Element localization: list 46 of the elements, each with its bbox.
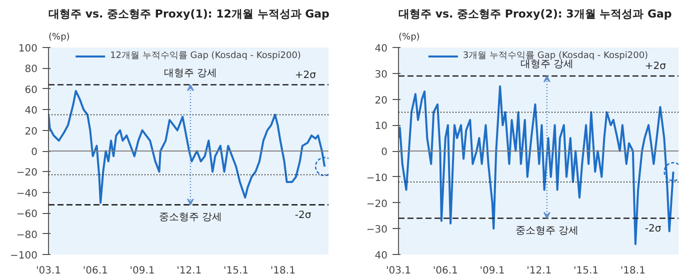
x-tick-label: '18.1 xyxy=(620,266,646,276)
y-axis-title: (%p) xyxy=(48,32,70,42)
annotation: 중소형주 강세 xyxy=(158,212,222,223)
x-tick-label: '15.1 xyxy=(574,266,599,276)
x-tick-label: '06.1 xyxy=(82,266,108,276)
y-tick-label: −60 xyxy=(16,209,38,220)
annotation: 대형주 강세 xyxy=(520,58,574,70)
x-tick-label: '09.1 xyxy=(130,266,155,276)
x-tick-label: '03.1 xyxy=(36,266,62,276)
x-tick-label: '18.1 xyxy=(270,266,296,276)
y-tick-label: 0 xyxy=(31,147,38,158)
x-tick-label: '06.1 xyxy=(432,266,458,276)
ref-line-label: -2σ xyxy=(644,223,662,234)
annotation: 중소형주 강세 xyxy=(515,225,579,236)
chart-title: 대형주 vs. 중소형주 Proxy(1): 12개월 누적성과 Gap xyxy=(48,8,330,20)
y-tick-label: 20 xyxy=(24,126,38,138)
x-tick-label: '09.1 xyxy=(480,266,505,276)
y-tick-label: 60 xyxy=(24,84,38,96)
x-tick-label: '15.1 xyxy=(224,266,249,276)
y-tick-label: −100 xyxy=(10,250,38,262)
y-tick-label: 80 xyxy=(24,64,38,76)
y-tick-label: 40 xyxy=(374,250,388,262)
y-tick-label: −10 xyxy=(366,172,388,184)
x-tick-label: '03.1 xyxy=(386,266,412,276)
y-tick-label: −40 xyxy=(16,188,38,200)
y-tick-label: 30 xyxy=(374,69,388,80)
annotation: 대형주 강세 xyxy=(164,68,218,79)
ref-line-label: +2σ xyxy=(644,60,667,72)
y-tick-label: 20 xyxy=(374,95,388,106)
y-tick-label: −80 xyxy=(16,230,38,241)
y-tick-label: −20 xyxy=(16,168,38,179)
y-axis-title: (%p) xyxy=(398,32,420,42)
y-tick-label: 0 xyxy=(381,147,388,158)
ref-line-label: +2σ xyxy=(294,70,317,81)
y-tick-label: −30 xyxy=(366,224,388,236)
chart-title: 대형주 vs. 중소형주 Proxy(2): 3개월 누적성과 Gap xyxy=(398,8,672,20)
y-tick-label: 40 xyxy=(374,44,388,54)
y-tick-label: 100 xyxy=(18,44,38,54)
x-tick-label: '12.1 xyxy=(176,266,202,276)
legend-label: 3개월 누적수익률 Gap (Kosdaq - Kospi200) xyxy=(462,50,648,61)
y-tick-label: −20 xyxy=(366,198,388,210)
y-tick-label: 40 xyxy=(24,106,38,117)
x-tick-label: '12.1 xyxy=(526,266,552,276)
ref-line-label: -2σ xyxy=(294,210,312,221)
y-tick-label: 10 xyxy=(374,121,388,132)
legend-label: 12개월 누적수익률 Gap (Kosdaq - Kospi200) xyxy=(110,50,301,62)
